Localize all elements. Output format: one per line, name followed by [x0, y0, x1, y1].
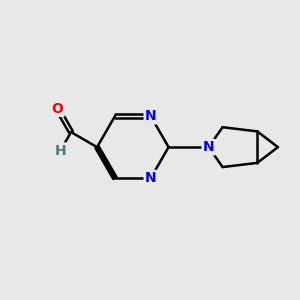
Text: N: N [203, 140, 214, 154]
Text: N: N [145, 171, 157, 185]
Text: H: H [55, 144, 66, 158]
Text: N: N [145, 109, 157, 123]
Text: O: O [52, 102, 63, 116]
